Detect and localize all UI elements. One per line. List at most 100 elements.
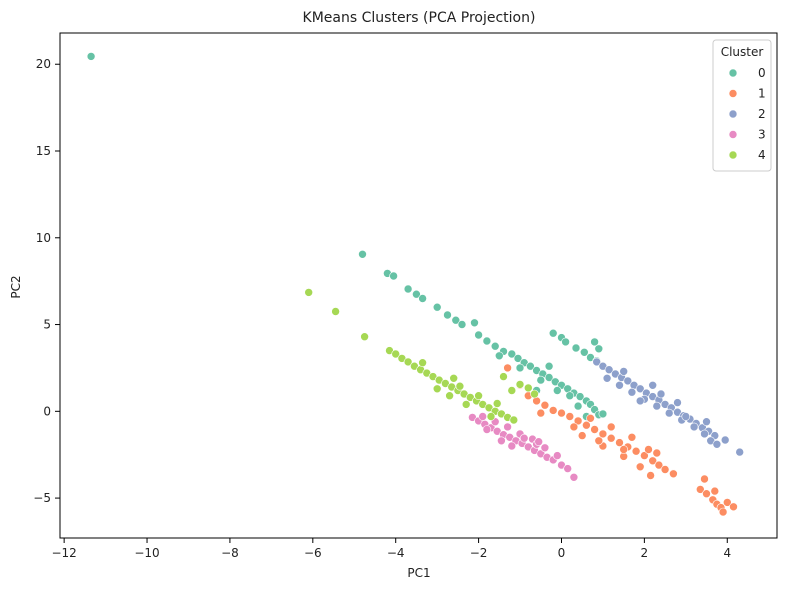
- point-cluster-2: [652, 401, 662, 411]
- point-cluster-0: [494, 351, 504, 361]
- point-cluster-1: [710, 486, 720, 496]
- y-axis-ticks: −5 0 5 10 15 20: [33, 57, 60, 505]
- point-cluster-0: [432, 302, 442, 312]
- point-cluster-2: [700, 429, 709, 439]
- point-cluster-3: [497, 436, 506, 446]
- point-cluster-1: [536, 408, 546, 418]
- point-cluster-2: [635, 384, 645, 394]
- point-cluster-0: [573, 401, 583, 411]
- point-cluster-0: [548, 328, 558, 338]
- point-cluster-1: [631, 446, 641, 456]
- point-cluster-1: [702, 489, 711, 499]
- point-cluster-4: [461, 400, 471, 409]
- point-cluster-2: [712, 439, 722, 449]
- point-cluster-3: [507, 441, 517, 451]
- point-cluster-2: [604, 365, 614, 375]
- point-cluster-1: [646, 471, 655, 480]
- point-cluster-0: [536, 375, 546, 385]
- point-cluster-1: [635, 462, 645, 472]
- point-cluster-1: [548, 406, 558, 415]
- point-cluster-0: [451, 315, 461, 325]
- point-cluster-1: [569, 422, 579, 432]
- x-tick-label: −8: [221, 546, 239, 560]
- point-cluster-4: [445, 391, 454, 401]
- point-cluster-0: [552, 386, 562, 395]
- y-tick-label: 15: [36, 144, 51, 158]
- point-cluster-1: [586, 413, 595, 423]
- y-tick-label: 20: [36, 57, 51, 71]
- x-tick-label: −10: [134, 546, 159, 560]
- point-cluster-1: [598, 429, 608, 439]
- point-cluster-3: [519, 433, 529, 443]
- point-cluster-1: [590, 425, 599, 434]
- point-cluster-2: [681, 412, 691, 421]
- x-tick-label: −4: [387, 546, 405, 560]
- x-tick-label: 2: [641, 546, 649, 560]
- x-tick-label: 0: [558, 546, 566, 560]
- point-cluster-1: [615, 438, 624, 447]
- point-cluster-1: [729, 502, 738, 512]
- point-cluster-0: [594, 344, 604, 354]
- point-cluster-4: [509, 415, 519, 425]
- point-cluster-4: [474, 391, 483, 401]
- point-cluster-1: [565, 412, 575, 421]
- point-cluster-1: [594, 436, 604, 446]
- legend-label-1: 1: [758, 87, 766, 101]
- point-cluster-4: [499, 372, 508, 381]
- x-tick-label: −6: [304, 546, 322, 560]
- point-cluster-1: [619, 445, 629, 454]
- point-cluster-2: [656, 389, 666, 399]
- legend-marker-1: [728, 89, 738, 98]
- point-cluster-1: [652, 448, 662, 458]
- point-cluster-0: [403, 284, 413, 294]
- point-cluster-2: [689, 422, 699, 432]
- x-axis-label: PC1: [407, 566, 430, 580]
- point-cluster-0: [457, 320, 467, 329]
- point-cluster-2: [627, 387, 637, 397]
- point-cluster-1: [660, 465, 670, 474]
- point-cluster-1: [718, 507, 728, 517]
- point-cluster-3: [534, 437, 544, 447]
- point-cluster-4: [418, 358, 427, 368]
- point-cluster-2: [648, 380, 658, 390]
- point-cluster-0: [575, 392, 585, 401]
- point-cluster-0: [470, 318, 479, 328]
- point-cluster-0: [418, 294, 427, 303]
- legend-marker-2: [728, 109, 738, 119]
- point-cluster-1: [654, 460, 664, 470]
- point-cluster-0: [412, 289, 421, 299]
- point-cluster-2: [664, 408, 674, 418]
- point-cluster-4: [455, 381, 465, 391]
- point-cluster-4: [449, 373, 459, 383]
- legend-marker-4: [728, 150, 738, 160]
- point-cluster-3: [563, 464, 573, 473]
- point-cluster-0: [579, 347, 589, 357]
- point-cluster-0: [515, 363, 525, 373]
- point-cluster-3: [482, 425, 492, 434]
- point-cluster-2: [602, 373, 612, 383]
- y-tick-label: 5: [43, 318, 51, 332]
- point-cluster-1: [557, 408, 566, 418]
- plot-area: [59, 32, 778, 539]
- x-tick-label: 4: [723, 546, 731, 560]
- point-cluster-0: [358, 250, 367, 259]
- legend-label-3: 3: [758, 128, 766, 142]
- point-cluster-2: [735, 447, 745, 457]
- point-cluster-4: [515, 380, 525, 389]
- point-cluster-4: [530, 389, 539, 399]
- legend-title: Cluster: [721, 45, 764, 59]
- point-cluster-1: [722, 498, 732, 507]
- point-cluster-1: [627, 432, 637, 442]
- point-cluster-3: [478, 412, 488, 421]
- point-cluster-4: [486, 412, 496, 421]
- point-cluster-3: [552, 451, 562, 460]
- legend-marker-3: [728, 130, 738, 139]
- point-cluster-1: [648, 456, 658, 466]
- point-cluster-3: [503, 422, 512, 432]
- point-cluster-4: [304, 288, 314, 297]
- point-cluster-4: [523, 383, 533, 393]
- y-tick-label: 0: [43, 404, 51, 418]
- point-cluster-2: [615, 380, 624, 390]
- point-cluster-0: [590, 337, 599, 347]
